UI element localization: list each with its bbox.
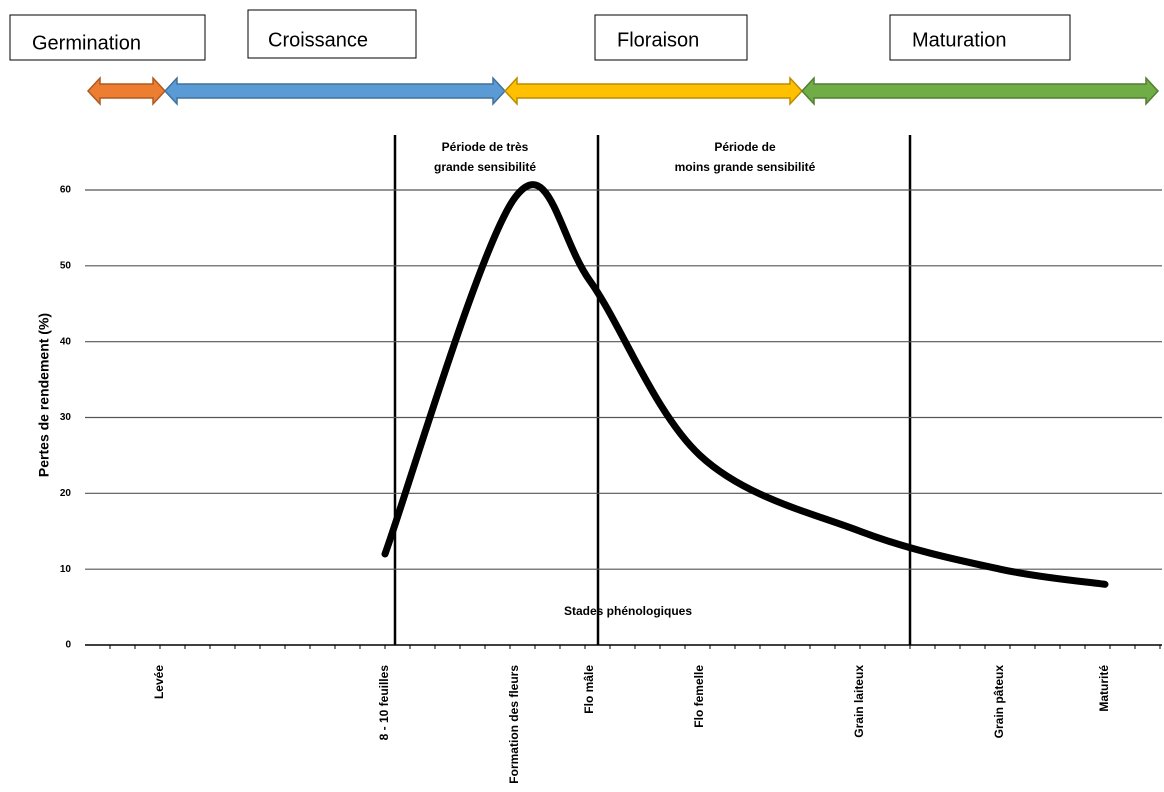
annotation: grande sensibilité (434, 160, 536, 174)
phase-arrow (800, 76, 1160, 106)
y-tick-label: 30 (60, 412, 72, 423)
phase-box (889, 14, 1071, 61)
x-tick-label: Flo mâle (582, 665, 596, 714)
annotation: Stades phénologiques (564, 604, 692, 618)
phase-boxes (9, 9, 1071, 61)
x-tick-label: Flo femelle (692, 665, 706, 728)
x-tick-label: 8 - 10 feuilles (377, 665, 391, 741)
x-tick-label: Maturité (1097, 665, 1111, 712)
x-tick-label: Formation des fleurs (507, 665, 521, 784)
annotation: Période de très (442, 140, 529, 154)
phase-box (247, 9, 417, 59)
y-tick-label: 60 (60, 185, 72, 196)
y-tick-label: 50 (60, 260, 72, 271)
y-tick-label: 10 (60, 564, 72, 575)
phase-arrows (86, 76, 1160, 106)
annotation: moins grande sensibilité (675, 160, 816, 174)
curve (381, 181, 1109, 588)
phase-label: Croissance (268, 29, 368, 51)
annotation: Période de (714, 140, 776, 154)
phase-label: Floraison (617, 29, 699, 51)
phase-label: Germination (32, 32, 141, 54)
phase-box (594, 14, 748, 61)
phase-box (9, 14, 206, 61)
x-tick-label: Levée (152, 665, 166, 699)
phase-arrow (86, 76, 167, 106)
y-tick-label: 0 (65, 640, 71, 651)
phase-label: Maturation (912, 29, 1007, 51)
x-tick-label: Grain pâteux (992, 665, 1006, 739)
y-axis-label: Pertes de rendement (%) (36, 313, 52, 477)
y-tick-label: 20 (60, 488, 72, 499)
phase-arrow (503, 76, 804, 106)
phase-arrow (163, 76, 507, 106)
x-tick-label: Grain laiteux (852, 665, 866, 738)
period-dividers (393, 135, 912, 645)
y-tick-label: 40 (60, 336, 72, 347)
